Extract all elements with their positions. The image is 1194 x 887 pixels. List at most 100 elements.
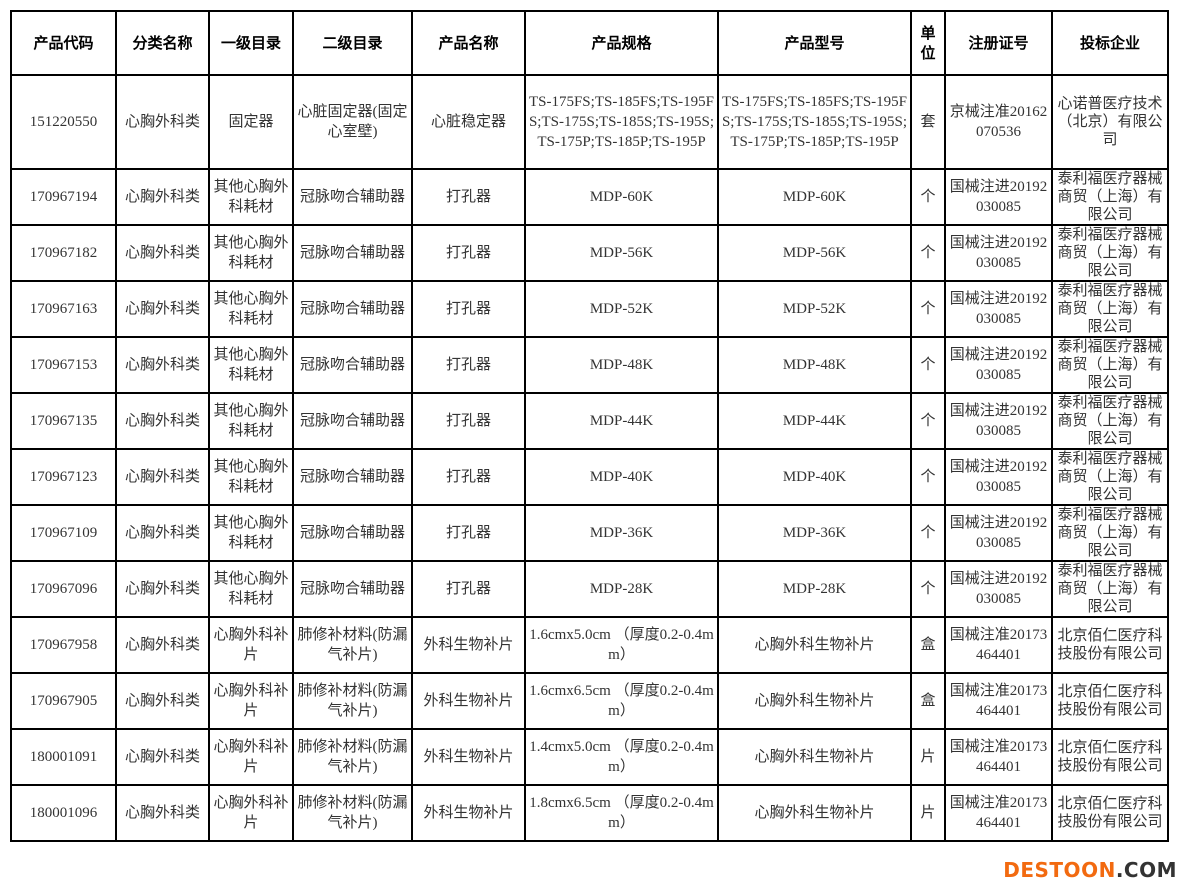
table-row: 170967163 心胸外科类 其他心胸外科耗材 冠脉吻合辅助器 打孔器 MDP-52K M… <box>10 280 1169 338</box>
cell-unit: 套 <box>910 74 946 170</box>
table-row: 170967135 心胸外科类 其他心胸外科耗材 冠脉吻合辅助器 打孔器 MDP-44K M… <box>10 392 1169 450</box>
cell-level2-catalog: 肺修补材料(防漏气补片) <box>292 616 413 674</box>
header-level2-catalog: 二级目录 <box>292 10 413 76</box>
cell-spec: TS-175FS;TS-185FS;TS-195FS;TS-175S;TS-18… <box>524 74 719 170</box>
table-row: 170967123 心胸外科类 其他心胸外科耗材 冠脉吻合辅助器 打孔器 MDP-40K M… <box>10 448 1169 506</box>
cell-registration-no: 国械注进20192030085 <box>944 560 1053 618</box>
cell-product-code: 170967905 <box>10 672 117 730</box>
cell-bidder: 泰利福医疗器械商贸（上海）有限公司 <box>1051 392 1169 450</box>
cell-product-code: 151220550 <box>10 74 117 170</box>
cell-model: MDP-40K <box>717 448 912 506</box>
cell-product-name: 打孔器 <box>411 168 526 226</box>
cell-spec: MDP-56K <box>524 224 719 282</box>
watermark-logo: DESTOON.COM <box>1000 858 1180 882</box>
cell-level2-catalog: 冠脉吻合辅助器 <box>292 504 413 562</box>
cell-category: 心胸外科类 <box>115 168 210 226</box>
cell-product-name: 打孔器 <box>411 504 526 562</box>
cell-category: 心胸外科类 <box>115 784 210 842</box>
cell-product-code: 180001096 <box>10 784 117 842</box>
cell-product-code: 170967135 <box>10 392 117 450</box>
cell-level1-catalog: 其他心胸外科耗材 <box>208 448 294 506</box>
header-unit: 单位 <box>910 10 946 76</box>
cell-bidder: 泰利福医疗器械商贸（上海）有限公司 <box>1051 448 1169 506</box>
cell-product-name: 打孔器 <box>411 448 526 506</box>
cell-spec: 1.6cmx6.5cm （厚度0.2-0.4mm） <box>524 672 719 730</box>
cell-level2-catalog: 冠脉吻合辅助器 <box>292 448 413 506</box>
cell-product-name: 打孔器 <box>411 336 526 394</box>
cell-registration-no: 国械注准20173464401 <box>944 672 1053 730</box>
cell-spec: MDP-52K <box>524 280 719 338</box>
cell-registration-no: 国械注进20192030085 <box>944 224 1053 282</box>
cell-level1-catalog: 其他心胸外科耗材 <box>208 224 294 282</box>
cell-unit: 个 <box>910 168 946 226</box>
table-row: 170967109 心胸外科类 其他心胸外科耗材 冠脉吻合辅助器 打孔器 MDP-36K M… <box>10 504 1169 562</box>
cell-level1-catalog: 其他心胸外科耗材 <box>208 280 294 338</box>
cell-registration-no: 国械注进20192030085 <box>944 280 1053 338</box>
cell-product-code: 170967096 <box>10 560 117 618</box>
table-row: 170967182 心胸外科类 其他心胸外科耗材 冠脉吻合辅助器 打孔器 MDP-56K M… <box>10 224 1169 282</box>
cell-level2-catalog: 冠脉吻合辅助器 <box>292 336 413 394</box>
cell-registration-no: 国械注准20173464401 <box>944 728 1053 786</box>
cell-unit: 个 <box>910 392 946 450</box>
cell-unit: 片 <box>910 784 946 842</box>
cell-unit: 个 <box>910 560 946 618</box>
cell-model: MDP-60K <box>717 168 912 226</box>
cell-category: 心胸外科类 <box>115 74 210 170</box>
cell-bidder: 北京佰仁医疗科技股份有限公司 <box>1051 728 1169 786</box>
product-table: 产品代码 分类名称 一级目录 二级目录 产品名称 产品规格 产品型号 单位 注册证号 投标企业 1… <box>10 10 1169 842</box>
table-row: 170967194 心胸外科类 其他心胸外科耗材 冠脉吻合辅助器 打孔器 MDP-60K M… <box>10 168 1169 226</box>
cell-level2-catalog: 肺修补材料(防漏气补片) <box>292 672 413 730</box>
cell-product-code: 170967163 <box>10 280 117 338</box>
cell-model: 心胸外科生物补片 <box>717 784 912 842</box>
cell-spec: MDP-44K <box>524 392 719 450</box>
cell-bidder: 泰利福医疗器械商贸（上海）有限公司 <box>1051 336 1169 394</box>
cell-bidder: 泰利福医疗器械商贸（上海）有限公司 <box>1051 224 1169 282</box>
cell-bidder: 北京佰仁医疗科技股份有限公司 <box>1051 672 1169 730</box>
header-product-name: 产品名称 <box>411 10 526 76</box>
cell-level2-catalog: 肺修补材料(防漏气补片) <box>292 728 413 786</box>
cell-model: TS-175FS;TS-185FS;TS-195FS;TS-175S;TS-18… <box>717 74 912 170</box>
cell-product-code: 170967194 <box>10 168 117 226</box>
header-registration-no: 注册证号 <box>944 10 1053 76</box>
cell-spec: 1.4cmx5.0cm （厚度0.2-0.4mm） <box>524 728 719 786</box>
cell-model: MDP-52K <box>717 280 912 338</box>
cell-model: MDP-28K <box>717 560 912 618</box>
cell-registration-no: 国械注准20173464401 <box>944 784 1053 842</box>
cell-bidder: 泰利福医疗器械商贸（上海）有限公司 <box>1051 168 1169 226</box>
cell-category: 心胸外科类 <box>115 560 210 618</box>
cell-product-name: 外科生物补片 <box>411 672 526 730</box>
cell-product-name: 外科生物补片 <box>411 784 526 842</box>
cell-product-name: 打孔器 <box>411 280 526 338</box>
cell-level1-catalog: 其他心胸外科耗材 <box>208 336 294 394</box>
cell-level1-catalog: 心胸外科补片 <box>208 784 294 842</box>
cell-registration-no: 国械注进20192030085 <box>944 336 1053 394</box>
header-level1-catalog: 一级目录 <box>208 10 294 76</box>
cell-category: 心胸外科类 <box>115 336 210 394</box>
table-row: 180001096 心胸外科类 心胸外科补片 肺修补材料(防漏气补片) 外科生物补片 1.… <box>10 784 1169 842</box>
cell-category: 心胸外科类 <box>115 448 210 506</box>
cell-product-name: 打孔器 <box>411 392 526 450</box>
cell-bidder: 心诺普医疗技术（北京）有限公司 <box>1051 74 1169 170</box>
cell-product-code: 170967153 <box>10 336 117 394</box>
cell-level1-catalog: 其他心胸外科耗材 <box>208 560 294 618</box>
cell-spec: MDP-48K <box>524 336 719 394</box>
cell-bidder: 北京佰仁医疗科技股份有限公司 <box>1051 784 1169 842</box>
watermark-part2: .COM <box>1115 858 1177 882</box>
watermark-part1: DESTOON <box>1003 858 1116 882</box>
header-spec: 产品规格 <box>524 10 719 76</box>
cell-product-name: 打孔器 <box>411 224 526 282</box>
cell-level2-catalog: 冠脉吻合辅助器 <box>292 224 413 282</box>
cell-level2-catalog: 冠脉吻合辅助器 <box>292 560 413 618</box>
cell-registration-no: 国械注进20192030085 <box>944 504 1053 562</box>
cell-unit: 片 <box>910 728 946 786</box>
cell-level2-catalog: 冠脉吻合辅助器 <box>292 392 413 450</box>
cell-level1-catalog: 固定器 <box>208 74 294 170</box>
cell-level2-catalog: 冠脉吻合辅助器 <box>292 168 413 226</box>
cell-unit: 盒 <box>910 616 946 674</box>
cell-unit: 个 <box>910 448 946 506</box>
header-row: 产品代码 分类名称 一级目录 二级目录 产品名称 产品规格 产品型号 单位 注册证号 投标企业 <box>10 10 1169 76</box>
cell-registration-no: 国械注准20173464401 <box>944 616 1053 674</box>
cell-product-code: 170967123 <box>10 448 117 506</box>
cell-category: 心胸外科类 <box>115 392 210 450</box>
cell-model: MDP-48K <box>717 336 912 394</box>
